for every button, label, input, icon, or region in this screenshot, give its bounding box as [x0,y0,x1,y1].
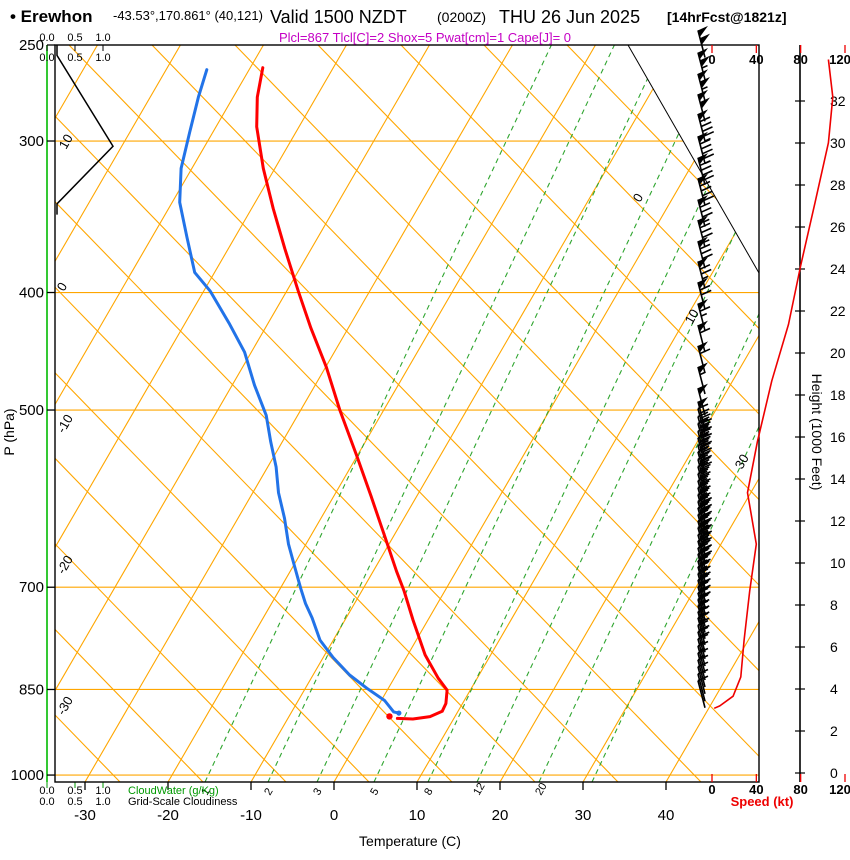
svg-text:-10: -10 [54,412,76,436]
svg-text:22: 22 [830,303,846,319]
svg-text:12: 12 [830,513,846,529]
cloudiness-label: Grid-Scale Cloudiness [128,796,238,808]
station-name: • Erewhon [10,7,92,26]
svg-text:120: 120 [829,782,850,797]
cloudiness-profile [56,45,114,215]
svg-text:0.0: 0.0 [39,52,54,64]
svg-text:0.0: 0.0 [39,796,54,808]
svg-text:0.5: 0.5 [67,796,82,808]
stability-indices: Plcl=867 Tlcl[C]=2 Shox=5 Pwat[cm]=1 Cap… [279,30,571,45]
mixing-ratio-labels: 1 2 3 5 8 12 20 [199,781,550,798]
svg-text:8: 8 [422,786,435,797]
svg-text:0.5: 0.5 [67,52,82,64]
svg-text:20: 20 [830,345,846,361]
svg-text:0: 0 [630,191,647,205]
svg-text:2: 2 [830,723,838,739]
svg-text:-20: -20 [157,807,179,824]
svg-text:6: 6 [830,639,838,655]
height-axis-title: Height (1000 Feet) [809,374,825,491]
forecast-tag: [14hrFcst@1821z] [667,9,786,25]
svg-text:10: 10 [409,807,426,824]
svg-text:18: 18 [830,387,846,403]
svg-text:30: 30 [732,451,752,471]
svg-text:28: 28 [830,177,846,193]
temperature-curve [255,66,449,721]
grid-layer [55,45,759,782]
plot-border [54,44,760,783]
svg-text:40: 40 [658,807,675,824]
svg-text:40: 40 [749,782,763,797]
svg-text:24: 24 [830,261,846,277]
svg-text:8: 8 [830,597,838,613]
svg-text:0.5: 0.5 [67,32,82,44]
svg-text:20: 20 [492,807,509,824]
speed-axis-title: Speed (kt) [731,794,794,809]
svg-text:32: 32 [830,93,846,109]
isotherm-labels: 10 0 -10 -20 -30 0 10 30 [54,131,752,717]
svg-text:0.5: 0.5 [67,785,82,797]
svg-text:500: 500 [19,402,44,419]
svg-text:5: 5 [368,786,381,797]
valid-zulu: (0200Z) [437,9,486,25]
dewpoint-curve [178,68,401,715]
svg-text:40: 40 [749,52,763,67]
svg-text:80: 80 [793,782,807,797]
svg-text:26: 26 [830,219,846,235]
svg-text:250: 250 [19,37,44,54]
svg-text:10: 10 [682,306,702,326]
svg-text:0: 0 [708,782,715,797]
surface-temp-dot [386,713,393,720]
speed-profile-line [713,59,834,710]
surface-dewpoint-dot [396,710,402,716]
svg-text:16: 16 [830,429,846,445]
svg-text:0: 0 [330,807,338,824]
svg-text:30: 30 [830,135,846,151]
svg-text:1: 1 [199,786,212,797]
svg-text:14: 14 [830,471,846,487]
valid-time: Valid 1500 NZDT [270,7,407,27]
svg-text:10: 10 [56,131,76,151]
svg-text:2: 2 [262,786,275,797]
svg-text:80: 80 [793,52,807,67]
svg-text:10: 10 [830,555,846,571]
svg-text:1.0: 1.0 [95,32,110,44]
svg-text:-30: -30 [54,694,76,718]
svg-text:-10: -10 [240,807,262,824]
svg-text:0: 0 [54,280,71,294]
svg-text:0: 0 [830,765,838,781]
svg-text:12: 12 [471,781,488,798]
svg-text:850: 850 [19,681,44,698]
cloudwater-label: CloudWater (g/Kg) [128,785,219,797]
svg-text:0.0: 0.0 [39,32,54,44]
svg-text:400: 400 [19,285,44,302]
valid-date: THU 26 Jun 2025 [499,7,640,27]
svg-text:1.0: 1.0 [95,52,110,64]
svg-text:1.0: 1.0 [95,785,110,797]
cloud-scales: 0.00.00.00.00.50.50.50.51.01.01.01.0 [39,32,110,808]
svg-text:700: 700 [19,579,44,596]
svg-text:4: 4 [830,681,838,697]
svg-text:30: 30 [575,807,592,824]
svg-text:0: 0 [708,52,715,67]
pressure-axis-title: P (hPa) [1,408,17,455]
wind-barbs [697,25,715,708]
svg-text:120: 120 [829,52,850,67]
svg-text:-30: -30 [74,807,96,824]
svg-text:1000: 1000 [11,767,44,784]
station-coords: -43.53°,170.861° (40,121) [113,8,263,23]
svg-text:20: 20 [533,781,550,798]
svg-text:300: 300 [19,133,44,150]
svg-text:0.0: 0.0 [39,785,54,797]
svg-text:1.0: 1.0 [95,796,110,808]
chart-generated-layer: 1 2 3 5 8 12 20100-10-20-30010300.00.00.00.00.… [11,25,850,824]
svg-text:-20: -20 [54,553,76,577]
temp-axis-title: Temperature (C) [359,833,461,849]
svg-text:3: 3 [311,786,324,797]
